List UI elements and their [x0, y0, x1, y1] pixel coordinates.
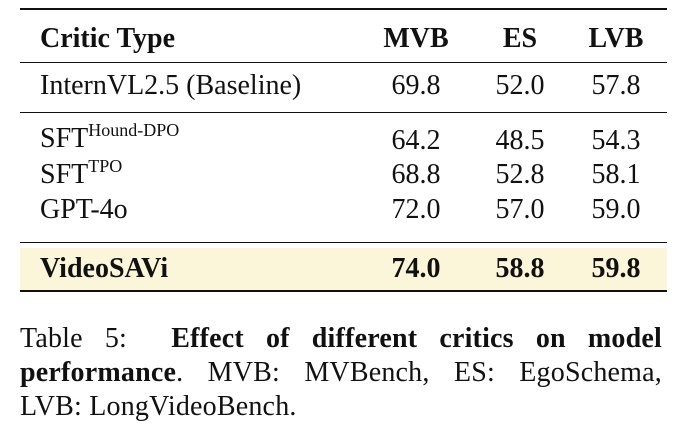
row-videosavi-es: 58.8	[495, 253, 545, 284]
row-sft-hound-name: SFTHound-DPO	[40, 120, 180, 154]
header-es: ES	[502, 23, 538, 54]
row-gpt4o-lvb: 59.0	[591, 194, 641, 225]
caption-rest: . MVB: MVBench, ES: EgoSchema, LVB: Long…	[20, 357, 662, 422]
row-sft-tpo-name: SFTTPO	[40, 156, 123, 190]
row-videosavi-lvb: 59.8	[591, 253, 641, 284]
row-gpt4o-mvb: 72.0	[391, 194, 441, 225]
highlight-row-bg	[20, 248, 667, 290]
bottom-rule	[20, 290, 667, 292]
row-sft-hound-es: 48.5	[495, 125, 545, 156]
row-baseline-name: InternVL2.5 (Baseline)	[40, 70, 302, 101]
header-lvb: LVB	[588, 23, 644, 54]
table-caption: Table 5: Effect of different critics on …	[20, 322, 662, 424]
row-sft-tpo-lvb: 58.1	[591, 159, 641, 190]
caption-label: Table 5:	[20, 323, 128, 354]
header-rule	[20, 62, 667, 63]
row-sft-tpo-es: 52.8	[495, 159, 545, 190]
pre-highlight-rule	[20, 242, 667, 243]
row-sft-hound-lvb: 54.3	[591, 125, 641, 156]
header-mvb: MVB	[383, 23, 449, 54]
caption-bold: Effect of different critics on model per…	[20, 323, 662, 388]
row-baseline-lvb: 57.8	[591, 70, 641, 101]
row-sft-tpo-mvb: 68.8	[391, 159, 441, 190]
baseline-rule	[20, 112, 667, 113]
header-critic-type: Critic Type	[40, 23, 176, 54]
top-rule	[20, 8, 667, 10]
row-baseline-es: 52.0	[495, 70, 545, 101]
row-videosavi-mvb: 74.0	[391, 253, 441, 284]
row-baseline-mvb: 69.8	[391, 70, 441, 101]
row-sft-hound-mvb: 64.2	[391, 125, 441, 156]
row-gpt4o-name: GPT-4o	[40, 194, 128, 225]
row-videosavi-name: VideoSAVi	[40, 253, 169, 284]
row-gpt4o-es: 57.0	[495, 194, 545, 225]
